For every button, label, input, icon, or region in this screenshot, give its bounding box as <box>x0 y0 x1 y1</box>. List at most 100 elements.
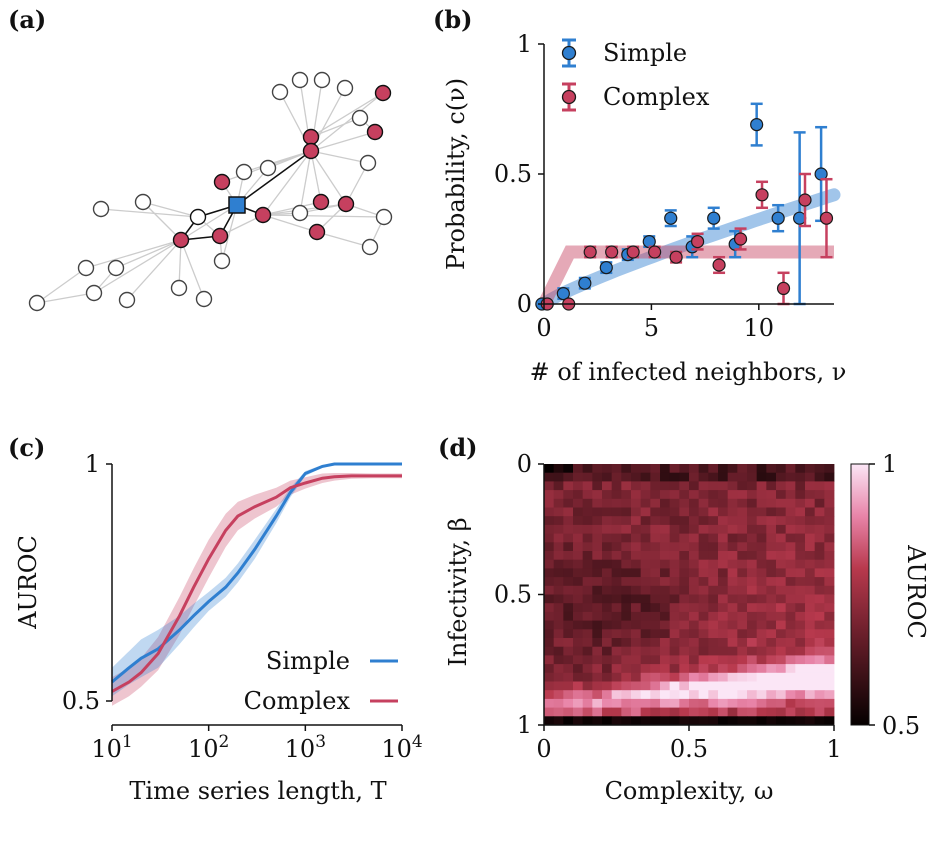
complex-point <box>583 245 597 259</box>
heatmap-cell <box>563 542 574 552</box>
heatmap-cell <box>708 690 719 700</box>
heatmap-cell <box>582 672 593 682</box>
simple-line <box>111 462 402 684</box>
heatmap-cell <box>602 655 613 665</box>
heatmap-cell <box>669 664 680 674</box>
heatmap-cell <box>776 481 787 491</box>
heatmap-cell <box>573 577 584 587</box>
heatmap-cell <box>814 620 825 630</box>
heatmap-cell <box>689 472 700 482</box>
heatmap-cell <box>669 524 680 534</box>
heatmap-cell <box>660 638 671 648</box>
heatmap-cell <box>553 577 564 587</box>
heatmap-cell <box>573 611 584 621</box>
heatmap-cell <box>650 464 661 474</box>
heatmap-cell <box>689 594 700 604</box>
heatmap-cell <box>592 603 603 613</box>
heatmap-cell <box>805 551 816 561</box>
heatmap-cell <box>640 646 651 656</box>
heatmap-cell <box>563 646 574 656</box>
heatmap-cell <box>679 655 690 665</box>
heatmap-cell <box>814 585 825 595</box>
heatmap-cell <box>669 629 680 639</box>
heatmap-cell <box>727 698 738 708</box>
heatmap-cell <box>553 594 564 604</box>
heatmap-cell <box>795 594 806 604</box>
heatmap-cell <box>737 707 748 717</box>
heatmap-cell <box>660 611 671 621</box>
heatmap-cell <box>602 646 613 656</box>
network-edge <box>100 208 199 218</box>
heatmap-cell <box>689 507 700 517</box>
heatmap-cell <box>573 516 584 526</box>
legend: Simple Complex <box>244 647 398 715</box>
susceptible-node <box>291 71 309 89</box>
heatmap-cell <box>689 524 700 534</box>
heatmap-cell <box>795 698 806 708</box>
heatmap-cell <box>592 516 603 526</box>
heatmap-cell <box>679 629 690 639</box>
heatmap-cell <box>611 603 622 613</box>
heatmap-cell <box>582 690 593 700</box>
heatmap-cell <box>698 533 709 543</box>
heatmap-cell <box>679 533 690 543</box>
heatmap-cell <box>621 507 632 517</box>
heatmap-cell <box>824 498 835 508</box>
heatmap-cell <box>776 542 787 552</box>
heatmap-cell <box>776 568 787 578</box>
heatmap-cell <box>718 559 729 569</box>
heatmap-cell <box>805 577 816 587</box>
heatmap-cell <box>766 655 777 665</box>
heatmap-cell <box>563 698 574 708</box>
heatmap-cell <box>544 690 555 700</box>
heatmap-cell <box>631 551 642 561</box>
axis-ticks: 0 5 10 0 0.5 1 <box>494 30 774 342</box>
heatmap-cell <box>747 524 758 534</box>
heatmap-cell <box>718 646 729 656</box>
heatmap-cell <box>573 481 584 491</box>
heatmap-cell <box>824 611 835 621</box>
heatmap-cell <box>747 594 758 604</box>
heatmap-cell <box>679 524 690 534</box>
heatmap-cell <box>727 516 738 526</box>
heatmap-cell <box>553 603 564 613</box>
heatmap-cell <box>650 646 661 656</box>
heatmap-cell <box>718 698 729 708</box>
network-edge <box>310 117 361 138</box>
heatmap-cell <box>650 577 661 587</box>
heatmap-cell <box>544 681 555 691</box>
heatmap-cell <box>814 490 825 500</box>
heatmap-cell <box>592 559 603 569</box>
susceptible-node <box>134 193 152 211</box>
heatmap-cell <box>795 655 806 665</box>
y-axis-label: Infectivity, β <box>444 517 472 666</box>
heatmap-cell <box>669 646 680 656</box>
heatmap-cell <box>698 490 709 500</box>
susceptible-node <box>28 294 46 312</box>
heatmap-cell <box>650 638 661 648</box>
heatmap-cell <box>669 533 680 543</box>
heatmap-cell <box>805 594 816 604</box>
heatmap-cell <box>553 472 564 482</box>
heatmap-cell <box>650 690 661 700</box>
heatmap-cell <box>640 533 651 543</box>
heatmap-cell <box>698 611 709 621</box>
heatmap-cell <box>689 603 700 613</box>
heatmap-cell <box>631 542 642 552</box>
heatmap-cell <box>669 542 680 552</box>
heatmap-cell <box>698 559 709 569</box>
infected-node <box>213 173 231 191</box>
y-tick-label: 0 <box>517 450 532 478</box>
heatmap-cell <box>766 498 777 508</box>
heatmap-cell <box>698 498 709 508</box>
heatmap-cell <box>795 620 806 630</box>
heatmap-cell <box>544 664 555 674</box>
heatmap-cell <box>573 664 584 674</box>
heatmap-cell <box>553 551 564 561</box>
heatmap-cell <box>592 472 603 482</box>
heatmap-cell <box>563 481 574 491</box>
heatmap-cell <box>563 551 574 561</box>
heatmap-cell <box>708 577 719 587</box>
heatmap-cell <box>747 533 758 543</box>
heatmap-cell <box>640 498 651 508</box>
